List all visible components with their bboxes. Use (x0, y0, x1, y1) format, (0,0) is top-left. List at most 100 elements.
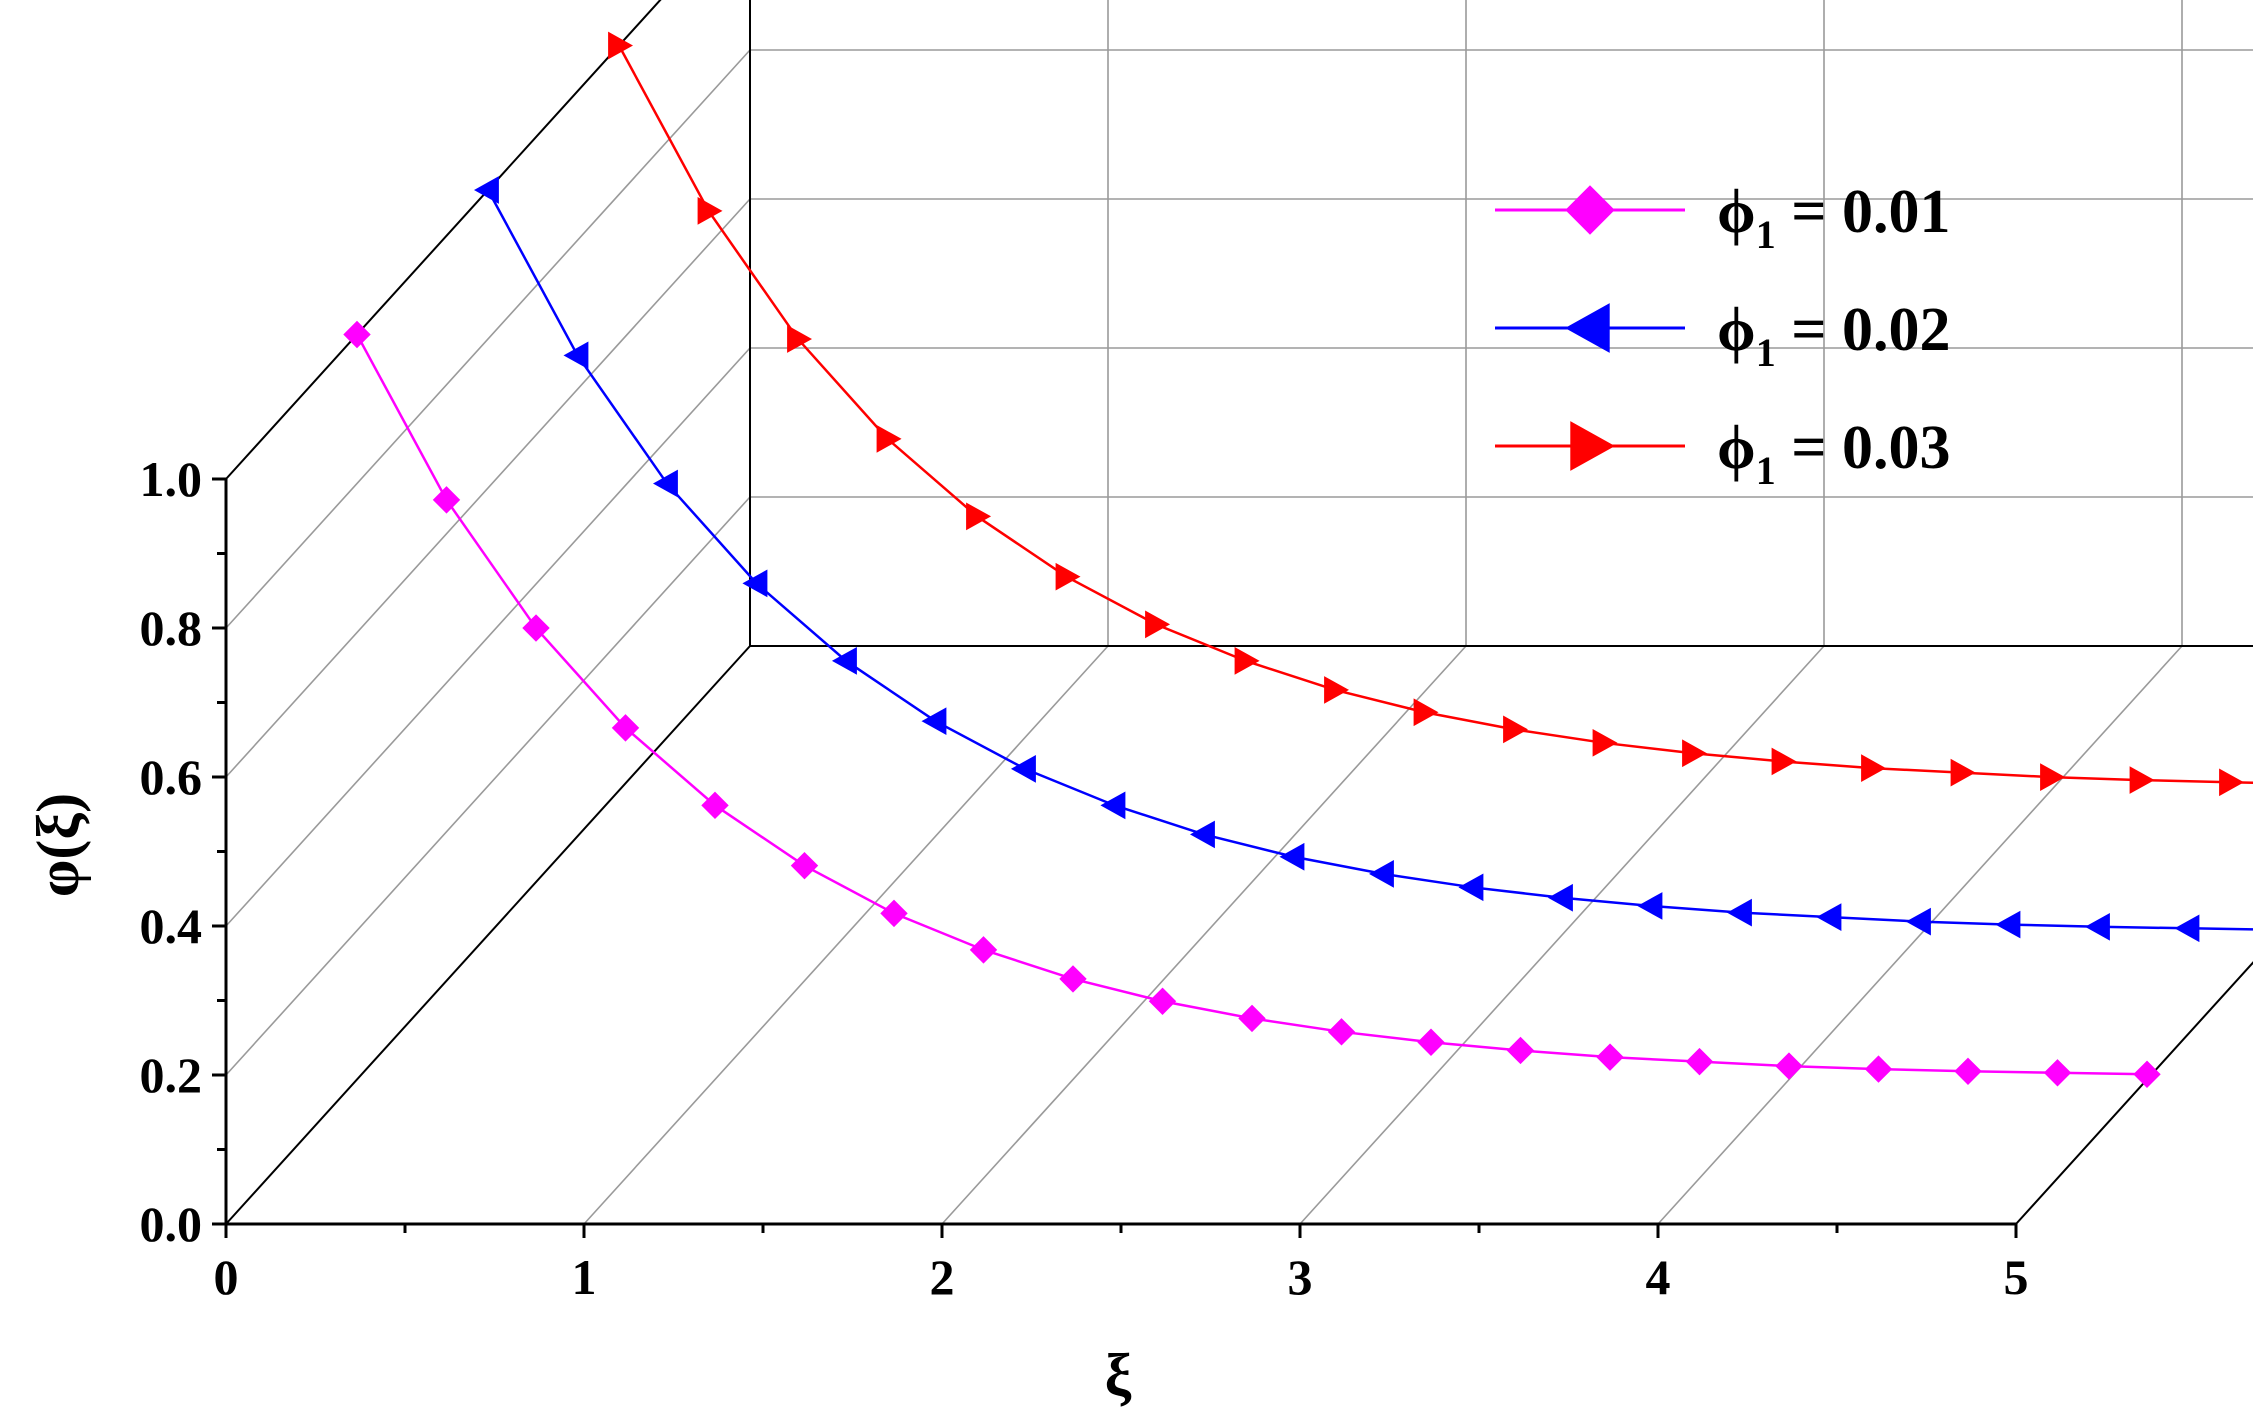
data-point (1816, 903, 1842, 931)
side-grid (225, 0, 662, 480)
data-point (787, 325, 813, 353)
data-point (1100, 791, 1126, 820)
data-point (343, 320, 371, 349)
side-grid (225, 49, 751, 629)
data-point (563, 341, 589, 370)
x-tick-label: 4 (1646, 1249, 1671, 1305)
y-tick-label: 0.0 (140, 1196, 203, 1252)
legend-label: ϕ1 = 0.03 (1717, 414, 1951, 493)
data-point (790, 851, 819, 880)
data-point (1905, 907, 1931, 936)
y-tick-label: 1.0 (140, 451, 203, 507)
y-tick-label: 0.4 (140, 898, 203, 954)
data-point (1950, 758, 1976, 787)
data-point (1592, 728, 1618, 757)
legend-label: ϕ1 = 0.01 (1717, 178, 1951, 257)
series-2 (608, 31, 2253, 797)
data-point (1368, 860, 1394, 888)
data-point (2084, 912, 2110, 941)
y-axis-title: φ(ξ) (25, 793, 91, 897)
data-point (876, 425, 902, 453)
data-point (1324, 676, 1350, 704)
floor-grid (1299, 645, 1825, 1225)
data-point (2043, 1059, 2072, 1087)
data-point (1682, 739, 1708, 768)
data-point (1189, 820, 1215, 849)
side-grid (225, 198, 751, 778)
y-tick-label: 0.8 (140, 600, 203, 656)
series-layer (343, 31, 2253, 1088)
data-point (2133, 1060, 2161, 1088)
data-point (1861, 754, 1887, 782)
data-point (921, 707, 947, 736)
legend-label: ϕ1 = 0.02 (1717, 296, 1951, 375)
data-point (652, 469, 678, 498)
data-point (880, 899, 908, 928)
data-point (701, 791, 729, 820)
depth-axis-floor (225, 645, 751, 1225)
axis-layer: 0 1 2 3 4 5 0.0 0.2 0.4 0.6 0.8 1.0 (140, 451, 2029, 1305)
data-point (1148, 987, 1177, 1015)
data-point (2040, 763, 2066, 791)
data-point (1413, 698, 1439, 727)
data-point (697, 197, 723, 225)
data-point (1775, 1052, 1803, 1080)
data-point (742, 569, 768, 598)
data-point (2219, 768, 2245, 797)
legend-marker (1564, 303, 1610, 353)
data-point (1055, 562, 1081, 591)
data-point (1458, 873, 1484, 902)
y-tick-label: 0.2 (140, 1047, 203, 1103)
data-point (1145, 610, 1171, 639)
x-tick-label: 5 (2004, 1249, 2029, 1305)
data-point (1771, 747, 1797, 776)
x-tick-label: 1 (572, 1249, 597, 1305)
data-point (1059, 965, 1087, 993)
data-point (969, 936, 998, 964)
legend-marker (1570, 421, 1616, 471)
x-axis-title: ξ (1105, 1342, 1132, 1408)
data-point (1506, 1036, 1535, 1065)
data-point (611, 714, 640, 742)
legend-marker (1565, 185, 1615, 235)
depth-axis-top (225, 0, 662, 480)
x-tick-label: 2 (930, 1249, 955, 1305)
data-point (432, 486, 461, 514)
data-point (2129, 766, 2155, 794)
data-point (522, 614, 550, 642)
data-point (1010, 755, 1036, 783)
data-point (1637, 892, 1663, 920)
legend: ϕ1 = 0.01 ϕ1 = 0.02 ϕ1 = 0.03 (1495, 178, 1951, 493)
side-grid (225, 496, 751, 1076)
side-grid (225, 347, 751, 927)
data-point (1864, 1055, 1893, 1083)
data-point (1234, 647, 1260, 675)
data-point (473, 176, 499, 204)
data-point (2174, 914, 2200, 943)
data-point (1726, 898, 1752, 927)
x-tick-label: 3 (1288, 1249, 1313, 1305)
floor-grid (1657, 645, 2183, 1225)
data-point (1547, 883, 1573, 912)
floor-grid (941, 645, 1467, 1225)
data-point (1954, 1057, 1982, 1086)
legend-entry: ϕ1 = 0.03 (1495, 414, 1951, 493)
series-0 (343, 320, 2161, 1088)
data-point (1596, 1043, 1624, 1071)
back-wall (749, 0, 2253, 647)
floor-right-edge (2015, 961, 2253, 1225)
series-line (486, 189, 2253, 931)
legend-entry: ϕ1 = 0.01 (1495, 178, 1951, 257)
data-point (1503, 715, 1529, 744)
data-point (831, 646, 857, 675)
data-point (966, 502, 992, 531)
data-point (1995, 910, 2021, 939)
legend-entry: ϕ1 = 0.02 (1495, 296, 1951, 375)
data-point (1238, 1004, 1266, 1033)
data-point (1417, 1028, 1445, 1056)
data-point (1327, 1018, 1356, 1046)
floor-grid (2015, 961, 2253, 1225)
x-tick-label: 0 (214, 1249, 239, 1305)
data-point (608, 31, 634, 60)
